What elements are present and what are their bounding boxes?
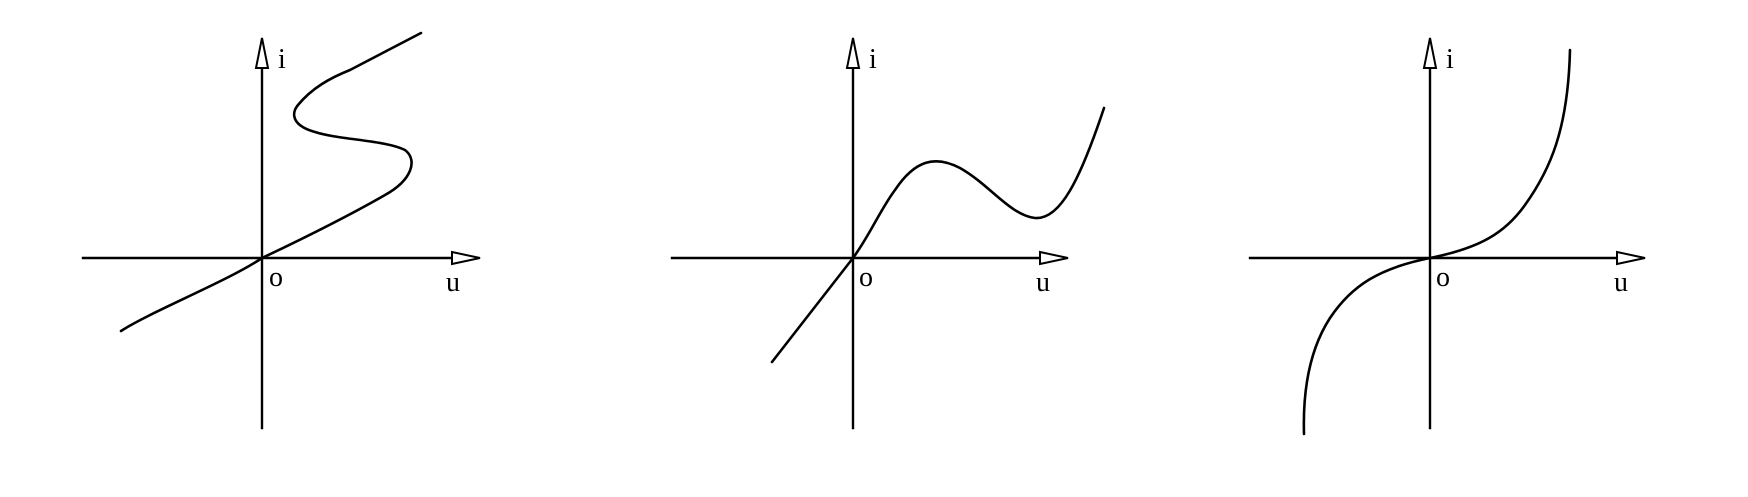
origin-label: o <box>859 262 873 293</box>
y-axis-arrowhead <box>254 37 270 69</box>
panel-s-type: i u o <box>81 31 481 430</box>
x-axis-label: u <box>446 267 460 298</box>
panel-monotonic: i u o <box>1248 37 1646 436</box>
origin-label: o <box>269 262 283 293</box>
y-axis-arrowhead <box>1422 37 1438 69</box>
x-axis-label: u <box>1036 267 1050 298</box>
x-axis-arrowhead <box>451 250 481 266</box>
origin-label: o <box>1436 262 1450 293</box>
y-axis-label: i <box>1446 44 1454 75</box>
x-axis-arrowhead <box>1616 250 1646 266</box>
y-axis-label: i <box>869 44 877 75</box>
x-axis-arrowhead <box>1039 250 1069 266</box>
x-axis-label: u <box>1614 267 1628 298</box>
s-type-iv-curve <box>119 31 423 333</box>
n-type-iv-curve <box>770 106 1106 364</box>
monotonic-iv-curve <box>1302 48 1572 436</box>
panel-n-type: i u o <box>670 37 1106 430</box>
y-axis-arrowhead <box>845 37 861 69</box>
y-axis-label: i <box>278 44 286 75</box>
